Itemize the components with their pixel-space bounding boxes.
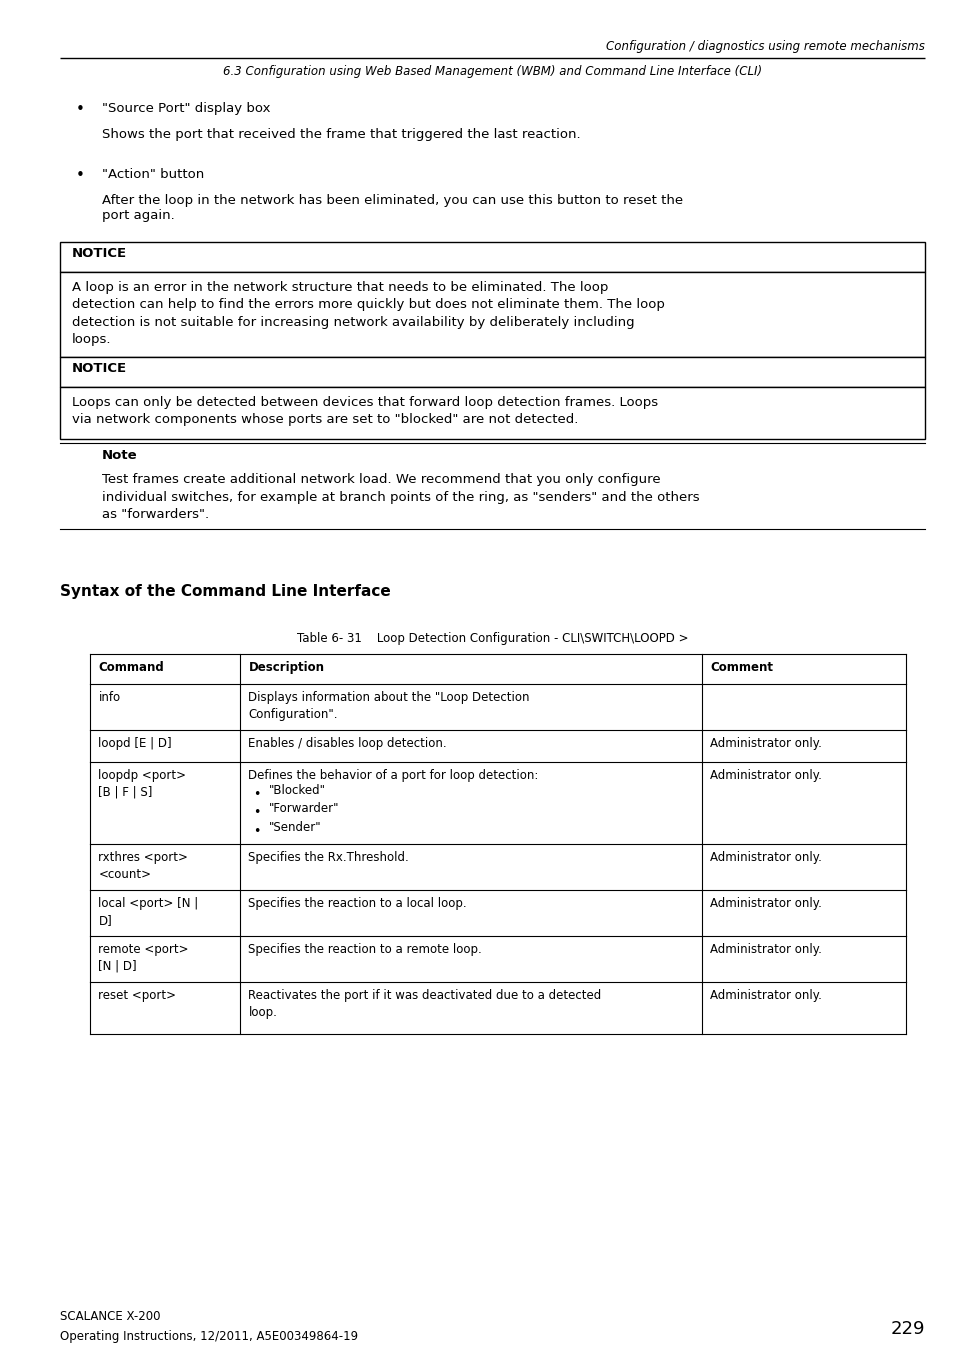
- Text: Configuration / diagnostics using remote mechanisms: Configuration / diagnostics using remote…: [605, 40, 924, 53]
- Text: loopdp <port>
[B | F | S]: loopdp <port> [B | F | S]: [98, 769, 186, 799]
- Text: local <port> [N |
D]: local <port> [N | D]: [98, 896, 198, 927]
- Bar: [60, 387, 924, 439]
- Text: A loop is an error in the network structure that needs to be eliminated. The loo: A loop is an error in the network struct…: [71, 281, 664, 347]
- Text: Administrator only.: Administrator only.: [710, 737, 821, 751]
- Text: •: •: [253, 825, 260, 838]
- Text: Displays information about the "Loop Detection
Configuration".: Displays information about the "Loop Det…: [248, 691, 530, 721]
- Text: 6.3 Configuration using Web Based Management (WBM) and Command Line Interface (C: 6.3 Configuration using Web Based Manage…: [223, 65, 761, 78]
- Text: •: •: [75, 103, 85, 117]
- Text: Enables / disables loop detection.: Enables / disables loop detection.: [248, 737, 447, 751]
- Text: "Action" button: "Action" button: [102, 167, 204, 181]
- Text: •: •: [253, 806, 260, 819]
- Text: info: info: [98, 691, 120, 703]
- Text: Administrator only.: Administrator only.: [710, 896, 821, 910]
- Text: Test frames create additional network load. We recommend that you only configure: Test frames create additional network lo…: [102, 472, 699, 521]
- Text: Loops can only be detected between devices that forward loop detection frames. L: Loops can only be detected between devic…: [71, 396, 658, 427]
- Text: SCALANCE X-200: SCALANCE X-200: [60, 1310, 160, 1323]
- Text: Specifies the reaction to a remote loop.: Specifies the reaction to a remote loop.: [248, 944, 482, 956]
- Text: NOTICE: NOTICE: [71, 247, 127, 261]
- Text: remote <port>
[N | D]: remote <port> [N | D]: [98, 944, 189, 973]
- Text: Administrator only.: Administrator only.: [710, 769, 821, 782]
- Text: Table 6- 31    Loop Detection Configuration - CLI\SWITCH\LOOPD >: Table 6- 31 Loop Detection Configuration…: [296, 632, 687, 645]
- Text: "Source Port" display box: "Source Port" display box: [102, 103, 271, 115]
- Text: Description: Description: [248, 662, 324, 674]
- Text: Command: Command: [98, 662, 164, 674]
- Text: Administrator only.: Administrator only.: [710, 990, 821, 1002]
- Text: Note: Note: [102, 450, 137, 462]
- Text: Defines the behavior of a port for loop detection:: Defines the behavior of a port for loop …: [248, 769, 538, 782]
- Bar: [60, 271, 924, 356]
- Bar: [60, 242, 924, 271]
- Text: rxthres <port>
<count>: rxthres <port> <count>: [98, 850, 188, 882]
- Text: Reactivates the port if it was deactivated due to a detected
loop.: Reactivates the port if it was deactivat…: [248, 990, 601, 1019]
- Text: 229: 229: [889, 1320, 924, 1338]
- Text: Operating Instructions, 12/2011, A5E00349864-19: Operating Instructions, 12/2011, A5E0034…: [60, 1330, 357, 1343]
- Text: •: •: [253, 788, 260, 801]
- Text: loopd [E | D]: loopd [E | D]: [98, 737, 172, 751]
- Text: reset <port>: reset <port>: [98, 990, 176, 1002]
- Text: After the loop in the network has been eliminated, you can use this button to re: After the loop in the network has been e…: [102, 194, 682, 221]
- Text: "Sender": "Sender": [268, 821, 321, 834]
- Text: Specifies the Rx.Threshold.: Specifies the Rx.Threshold.: [248, 850, 409, 864]
- Text: NOTICE: NOTICE: [71, 362, 127, 375]
- Bar: [60, 356, 924, 387]
- Text: "Forwarder": "Forwarder": [268, 802, 338, 815]
- Text: "Blocked": "Blocked": [268, 784, 325, 796]
- Text: Administrator only.: Administrator only.: [710, 850, 821, 864]
- Text: Specifies the reaction to a local loop.: Specifies the reaction to a local loop.: [248, 896, 467, 910]
- Text: Syntax of the Command Line Interface: Syntax of the Command Line Interface: [60, 585, 391, 599]
- Text: Administrator only.: Administrator only.: [710, 944, 821, 956]
- Text: •: •: [75, 167, 85, 184]
- Text: Shows the port that received the frame that triggered the last reaction.: Shows the port that received the frame t…: [102, 128, 580, 140]
- Text: Comment: Comment: [710, 662, 773, 674]
